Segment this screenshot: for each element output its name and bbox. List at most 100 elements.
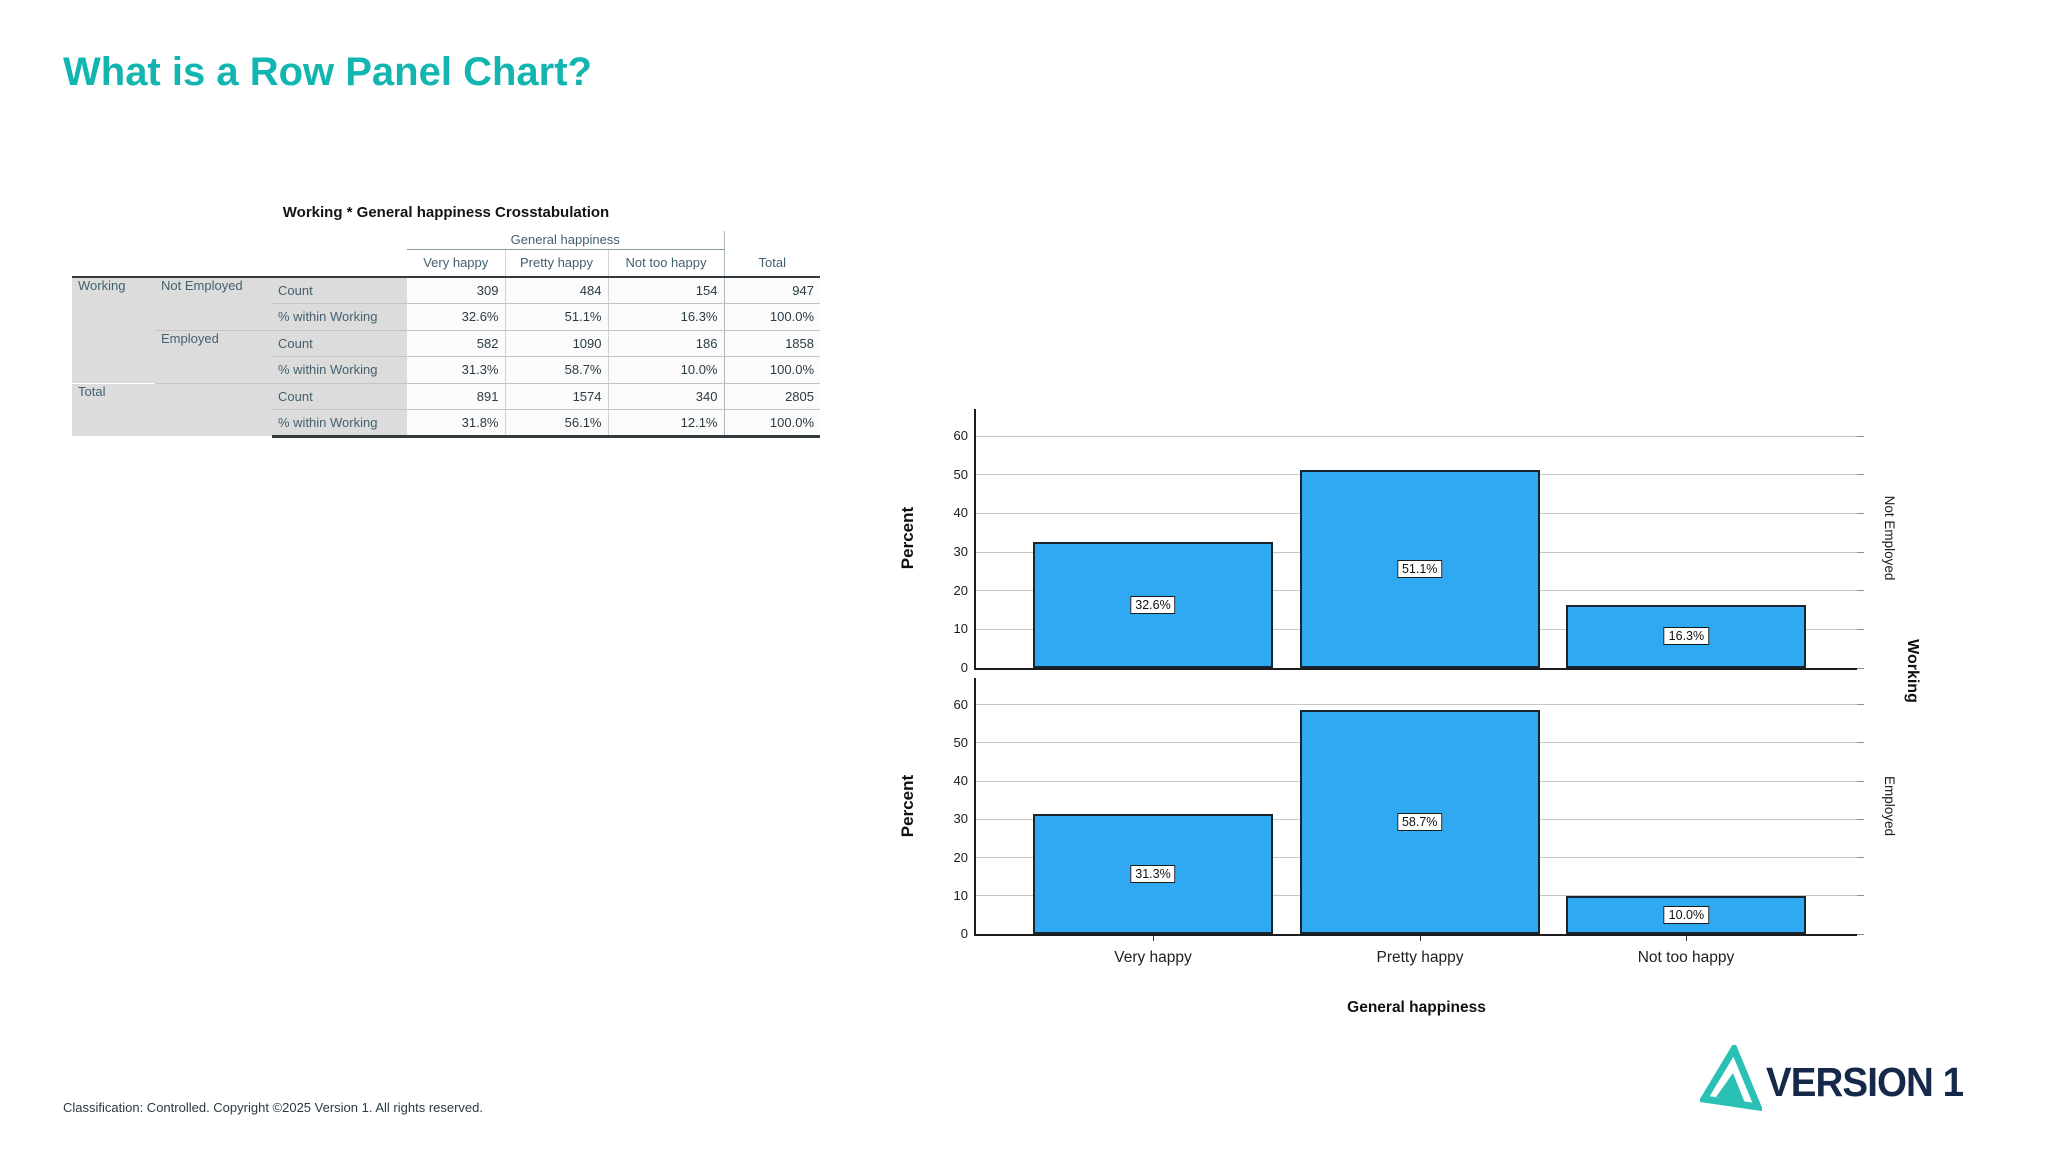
- version1-logo-text: VERSION 1: [1766, 1059, 1964, 1105]
- x-tick: [1419, 936, 1421, 941]
- y-tick-label: 40: [953, 773, 968, 789]
- table-cell: 484: [504, 276, 608, 304]
- y-tick-label: 0: [960, 926, 968, 941]
- row-label: Employed: [155, 330, 272, 384]
- row-label: Total: [72, 383, 272, 436]
- y-tick-label: 10: [953, 887, 968, 903]
- x-tick: [1686, 936, 1688, 941]
- table-row: % within Working 31.8% 56.1% 12.1% 100.0…: [72, 409, 820, 438]
- panel-label-employed: Employed: [1882, 775, 1897, 837]
- table-cell: 12.1%: [607, 409, 724, 438]
- table-cell: 10.0%: [607, 356, 724, 384]
- column-header: Not too happy: [607, 249, 724, 277]
- table-row: Employed Count 582 1090 186 1858: [72, 330, 820, 384]
- bar: 31.3%: [1033, 814, 1273, 934]
- y-tick-label: 40: [953, 505, 968, 521]
- table-cell: 100.0%: [723, 303, 820, 331]
- bar: 32.6%: [1033, 541, 1273, 668]
- bar-value-label: 16.3%: [1663, 627, 1710, 646]
- row-label: Count: [272, 383, 407, 410]
- x-tick: [1153, 936, 1154, 941]
- table-cell: 2805: [723, 383, 820, 410]
- table-title: Working * General happiness Crosstabulat…: [282, 204, 610, 221]
- table-cell: 309: [407, 276, 505, 304]
- table-cell: 100.0%: [723, 356, 820, 384]
- y-tick-label: 60: [953, 696, 968, 712]
- x-axis-line: [974, 934, 1857, 936]
- y-tick-label: 30: [953, 544, 968, 560]
- right-tick: [1857, 818, 1864, 820]
- x-category-label: Pretty happy: [1376, 949, 1464, 966]
- table-cell: 31.3%: [407, 356, 505, 384]
- right-tick: [1857, 590, 1864, 592]
- table-cell: 58.7%: [504, 356, 608, 384]
- right-tick: [1857, 780, 1864, 782]
- version1-logo: VERSION 1: [1700, 1045, 2020, 1125]
- row-label: Working: [72, 276, 155, 383]
- right-tick: [1857, 628, 1864, 630]
- y-axis-title: Percent: [898, 506, 917, 570]
- table-cell: 154: [607, 276, 724, 304]
- right-tick: [1857, 742, 1864, 744]
- table-cell: 582: [407, 330, 505, 357]
- row-label: % within Working: [272, 356, 407, 384]
- y-tick-label: 20: [953, 849, 968, 865]
- table-row: Working Not Employed Count 309 484 154 9…: [72, 276, 820, 383]
- table-cell: 100.0%: [723, 409, 820, 438]
- column-header-total: Total: [723, 231, 820, 277]
- bar-value-label: 51.1%: [1396, 560, 1443, 579]
- classification-footer: Classification: Controlled. Copyright ©2…: [63, 1100, 484, 1115]
- row-label: Count: [272, 276, 407, 304]
- bar-value-label: 31.3%: [1130, 865, 1176, 884]
- right-tick: [1857, 667, 1864, 669]
- x-axis-title: General happiness: [1347, 999, 1486, 1016]
- right-tick: [1857, 704, 1864, 706]
- table-cell: 16.3%: [607, 303, 724, 331]
- version1-logo-icon: [1700, 1045, 1762, 1112]
- y-tick-label: 30: [953, 811, 968, 827]
- row-label: Not Employed: [155, 276, 272, 331]
- table-cell: 340: [607, 383, 724, 410]
- table-cell: 32.6%: [407, 303, 505, 331]
- right-tick: [1857, 895, 1864, 897]
- table-cell: 891: [407, 383, 505, 410]
- table-cell: 186: [607, 330, 724, 357]
- y-tick-label: 60: [953, 428, 968, 444]
- x-category-label: Very happy: [1114, 949, 1192, 966]
- bar-value-label: 32.6%: [1130, 595, 1176, 614]
- bar-value-label: 58.7%: [1396, 812, 1443, 831]
- y-axis-line: [974, 678, 976, 936]
- gridline: [976, 435, 1857, 437]
- gridline: [976, 704, 1857, 706]
- table-cell: 1090: [504, 330, 608, 357]
- panel-label-not-employed: Not Employed: [1882, 495, 1897, 581]
- column-header: Pretty happy: [504, 249, 608, 277]
- y-tick-label: 20: [953, 582, 968, 598]
- y-tick-label: 0: [960, 660, 968, 675]
- table-row: % within Working 32.6% 51.1% 16.3% 100.0…: [72, 303, 820, 331]
- row-label: % within Working: [272, 409, 407, 438]
- right-tick: [1857, 933, 1864, 935]
- right-tick: [1857, 551, 1864, 553]
- right-tick: [1857, 857, 1864, 859]
- table-cell: 947: [723, 276, 820, 304]
- y-axis-line: [974, 409, 976, 670]
- column-header: Very happy: [407, 249, 505, 277]
- table-cell: 1574: [504, 383, 608, 410]
- table-cell: 56.1%: [504, 409, 608, 438]
- table-row: % within Working 31.3% 58.7% 10.0% 100.0…: [72, 356, 820, 384]
- right-tick: [1857, 474, 1864, 476]
- y-tick-label: 50: [953, 734, 968, 750]
- right-tick: [1857, 512, 1864, 514]
- bar-value-label: 10.0%: [1663, 905, 1710, 924]
- table-cell: 31.8%: [407, 409, 505, 438]
- x-category-label: Not too happy: [1637, 949, 1735, 966]
- column-group-header: General happiness: [407, 231, 724, 250]
- bar: 58.7%: [1299, 709, 1540, 934]
- page-title: What is a Row Panel Chart?: [63, 50, 592, 94]
- y-axis-title: Percent: [898, 774, 917, 838]
- bar: 10.0%: [1566, 895, 1807, 934]
- bar: 51.1%: [1299, 470, 1540, 668]
